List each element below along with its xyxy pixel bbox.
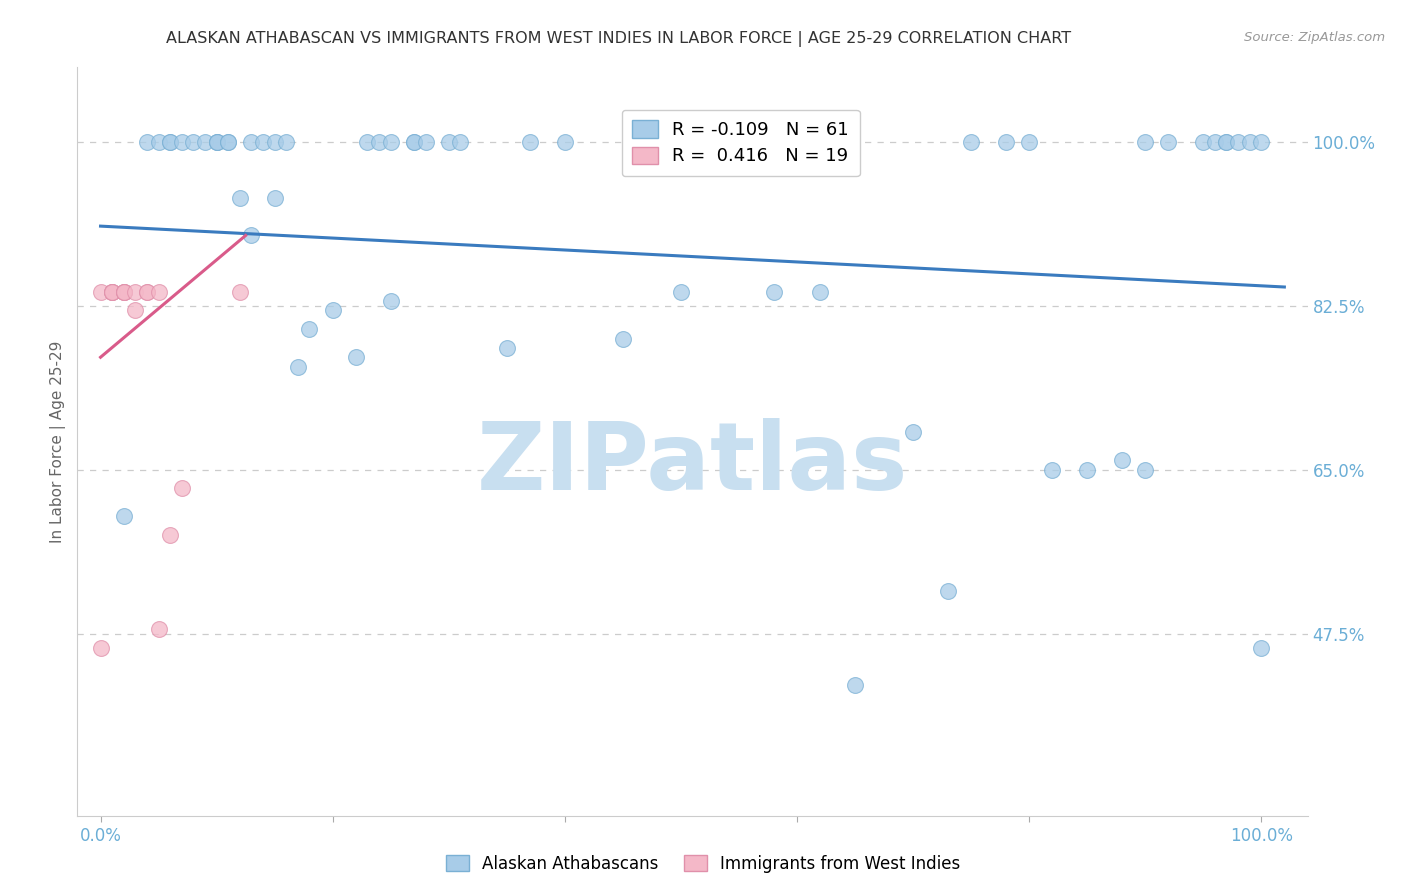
Point <box>101 285 124 299</box>
Point <box>217 135 239 149</box>
Point <box>136 285 159 299</box>
Point <box>148 285 170 299</box>
Point <box>669 285 692 299</box>
Point <box>936 584 959 599</box>
Point <box>112 509 135 524</box>
Point <box>1040 462 1063 476</box>
Point <box>124 303 146 318</box>
Point <box>1250 640 1272 655</box>
Y-axis label: In Labor Force | Age 25-29: In Labor Force | Age 25-29 <box>51 341 66 542</box>
Point <box>263 191 285 205</box>
Point <box>612 332 634 346</box>
Point <box>1250 135 1272 149</box>
Point <box>90 285 112 299</box>
Point <box>495 341 517 355</box>
Legend: Alaskan Athabascans, Immigrants from West Indies: Alaskan Athabascans, Immigrants from Wes… <box>439 848 967 880</box>
Point <box>1215 135 1237 149</box>
Point <box>728 135 751 149</box>
Point <box>205 135 228 149</box>
Point <box>252 135 274 149</box>
Point <box>808 285 831 299</box>
Point <box>240 135 263 149</box>
Point <box>101 285 124 299</box>
Point <box>136 285 159 299</box>
Point <box>148 622 170 636</box>
Point <box>1204 135 1226 149</box>
Point <box>1192 135 1215 149</box>
Point <box>449 135 471 149</box>
Point <box>205 135 228 149</box>
Point <box>298 322 321 336</box>
Text: ALASKAN ATHABASCAN VS IMMIGRANTS FROM WEST INDIES IN LABOR FORCE | AGE 25-29 COR: ALASKAN ATHABASCAN VS IMMIGRANTS FROM WE… <box>166 31 1071 47</box>
Point <box>519 135 541 149</box>
Point <box>112 285 135 299</box>
Point <box>101 285 124 299</box>
Point <box>1076 462 1098 476</box>
Point <box>1215 135 1237 149</box>
Point <box>380 294 402 309</box>
Point <box>322 303 344 318</box>
Point <box>263 135 285 149</box>
Point <box>1018 135 1040 149</box>
Point <box>101 285 124 299</box>
Legend: R = -0.109   N = 61, R =  0.416   N = 19: R = -0.109 N = 61, R = 0.416 N = 19 <box>621 110 859 176</box>
Point <box>960 135 983 149</box>
Point <box>1133 135 1156 149</box>
Point <box>159 528 181 542</box>
Point <box>194 135 217 149</box>
Point <box>402 135 425 149</box>
Point <box>183 135 205 149</box>
Point <box>415 135 437 149</box>
Point <box>402 135 425 149</box>
Point <box>1133 462 1156 476</box>
Point <box>554 135 576 149</box>
Point <box>205 135 228 149</box>
Point <box>1226 135 1249 149</box>
Point <box>380 135 402 149</box>
Point <box>170 482 193 496</box>
Point <box>112 285 135 299</box>
Point <box>287 359 309 374</box>
Point <box>1111 453 1133 467</box>
Point <box>276 135 298 149</box>
Point <box>437 135 460 149</box>
Point <box>762 285 785 299</box>
Point <box>994 135 1017 149</box>
Point <box>217 135 239 149</box>
Point <box>159 135 181 149</box>
Point <box>112 285 135 299</box>
Point <box>148 135 170 149</box>
Point <box>159 135 181 149</box>
Point <box>844 678 866 692</box>
Point <box>344 350 367 364</box>
Point <box>901 425 924 440</box>
Text: ZIPatlas: ZIPatlas <box>477 418 908 510</box>
Point <box>90 640 112 655</box>
Text: Source: ZipAtlas.com: Source: ZipAtlas.com <box>1244 31 1385 45</box>
Point <box>229 191 252 205</box>
Point <box>1157 135 1180 149</box>
Point <box>136 135 159 149</box>
Point <box>356 135 378 149</box>
Point <box>1239 135 1261 149</box>
Point <box>170 135 193 149</box>
Point <box>368 135 391 149</box>
Point <box>229 285 252 299</box>
Point <box>112 285 135 299</box>
Point <box>124 285 146 299</box>
Point <box>240 228 263 243</box>
